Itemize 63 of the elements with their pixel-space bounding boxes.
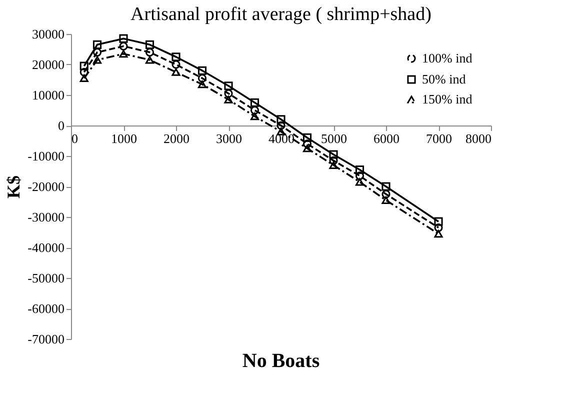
point [198,74,207,83]
point [382,182,390,191]
point [92,56,102,64]
x-tick-label: 1000 [111,131,137,146]
y-tick-label: -10000 [28,148,64,164]
point [329,150,338,159]
chart-title: Artisanal profit average ( shrimp+shad) [130,4,432,25]
point [224,89,233,98]
y-tick-label: 0 [58,118,64,133]
point [329,156,338,165]
y-tick-label: -30000 [28,210,64,224]
point [145,48,154,57]
point [172,60,180,69]
point [224,82,233,90]
legend-label: 50% ind [422,72,466,86]
point [172,68,180,76]
x-tick-label: 5000 [321,131,347,146]
point [198,66,207,75]
legend-label: 100% ind [422,50,473,66]
point [302,133,312,142]
point [276,121,286,130]
point [80,74,88,82]
y-tick-label: 10000 [32,88,64,102]
point [250,112,260,120]
point [172,52,180,62]
x-tick-label: 7000 [426,131,452,146]
point [119,42,128,50]
legend-label: 150% ind [422,92,473,106]
point [224,96,233,104]
y-tick-label: -50000 [28,270,64,286]
point [355,178,364,186]
x-tick-label: 0 [72,131,78,146]
y-tick-label: 20000 [32,57,64,72]
point [92,40,102,49]
point [92,48,102,57]
point [145,40,154,49]
point [329,161,338,169]
x-tick-label: 6000 [374,131,400,146]
y-tick-label: 30000 [32,26,64,42]
point [434,217,443,226]
point [382,196,390,204]
point [355,165,364,174]
point [198,80,207,88]
point [250,106,260,115]
y-axis-title: K$ [4,175,24,199]
y-tick-label: -40000 [28,240,64,255]
point [250,98,260,107]
y-tick-label: -70000 [28,332,64,346]
x-tick-label: 3000 [216,131,242,146]
point [302,144,312,152]
point [119,50,128,58]
x-tick-label: 8000 [466,131,492,146]
point [434,223,443,232]
point [382,190,390,198]
point [434,230,443,238]
point [145,56,154,64]
point [119,34,128,43]
x-tick-label: 2000 [164,131,190,146]
point [276,115,286,124]
point [80,62,88,70]
x-axis-title: No Boats [242,350,320,372]
y-tick-label: -20000 [28,179,64,194]
y-tick-label: -60000 [28,301,64,316]
